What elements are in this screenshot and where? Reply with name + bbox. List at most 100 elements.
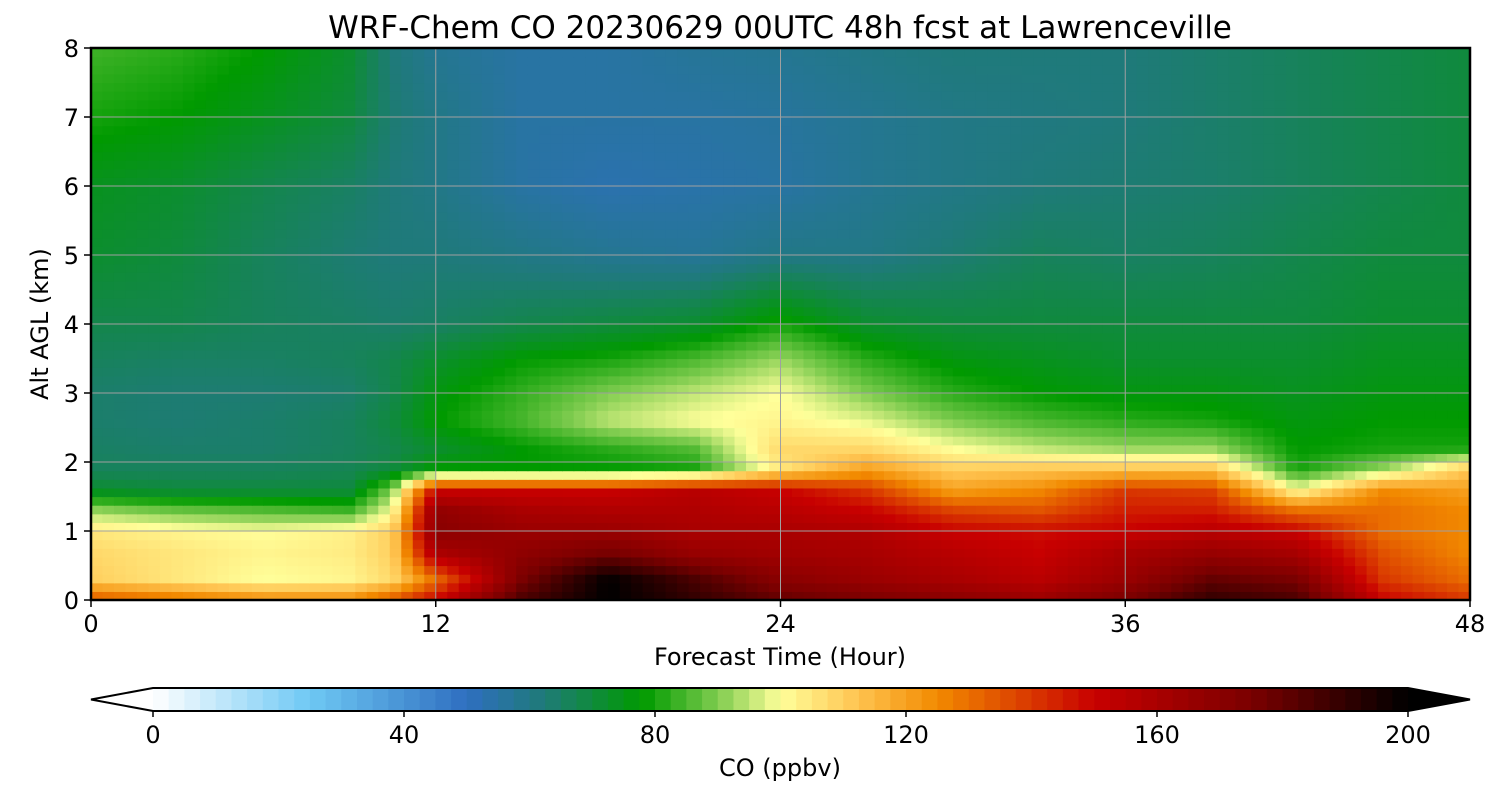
heatmap-cell	[447, 487, 460, 498]
heatmap-cell	[366, 272, 379, 282]
heatmap-cell	[424, 505, 437, 515]
heatmap-cell	[596, 531, 609, 541]
heatmap-cell	[734, 298, 747, 308]
heatmap-cell	[136, 393, 150, 403]
heatmap-cell	[286, 531, 299, 541]
heatmap-cell	[1309, 513, 1322, 523]
heatmap-cell	[860, 375, 874, 385]
heatmap-cell	[883, 531, 897, 541]
heatmap-cell	[481, 453, 494, 463]
heatmap-cell	[1205, 367, 1218, 377]
heatmap-cell	[1424, 280, 1437, 291]
heatmap-cell	[217, 306, 230, 316]
heatmap-cell	[688, 289, 701, 299]
heatmap-cell	[1021, 375, 1034, 385]
heatmap-cell	[309, 272, 322, 282]
heatmap-cell	[1366, 255, 1379, 265]
heatmap-cell	[412, 513, 425, 523]
heatmap-cell	[493, 522, 506, 532]
heatmap-cell	[883, 263, 897, 273]
heatmap-cell	[470, 574, 483, 584]
heatmap-cell	[872, 375, 885, 385]
heatmap-cell	[1424, 556, 1437, 567]
heatmap-cell	[1021, 436, 1034, 446]
heatmap-cell	[665, 436, 678, 446]
heatmap-cell	[1113, 487, 1126, 498]
heatmap-cell	[1458, 496, 1470, 506]
heatmap-cell	[688, 505, 701, 515]
heatmap-cell	[700, 246, 713, 256]
heatmap-cell	[1090, 444, 1103, 454]
heatmap-cell	[274, 324, 287, 334]
heatmap-cell	[1056, 582, 1069, 592]
heatmap-cell	[1435, 341, 1448, 351]
heatmap-cell	[918, 349, 931, 360]
heatmap-cell	[1366, 556, 1379, 567]
heatmap-cell	[91, 384, 104, 394]
heatmap-cell	[1240, 539, 1253, 549]
heatmap-cell	[481, 444, 494, 454]
heatmap-cell	[1125, 341, 1138, 351]
heatmap-cell	[297, 341, 310, 351]
heatmap-cell	[274, 444, 287, 454]
heatmap-cell	[895, 582, 908, 592]
heatmap-cell	[619, 401, 632, 411]
heatmap-cell	[1205, 324, 1218, 334]
heatmap-cell	[998, 591, 1011, 600]
heatmap-cell	[780, 280, 793, 291]
heatmap-cell	[516, 306, 529, 316]
heatmap-cell	[1447, 496, 1460, 506]
heatmap-cell	[366, 358, 379, 368]
heatmap-cell	[1090, 358, 1103, 368]
heatmap-cell	[470, 470, 483, 480]
heatmap-cell	[458, 298, 471, 308]
heatmap-cell	[1194, 574, 1207, 584]
heatmap-cell	[148, 531, 161, 541]
heatmap-cell	[401, 444, 414, 454]
heatmap-cell	[481, 358, 494, 368]
heatmap-cell	[1159, 556, 1172, 567]
heatmap-cell	[148, 574, 161, 584]
heatmap-cell	[895, 496, 908, 506]
heatmap-cell	[1366, 470, 1379, 480]
heatmap-cell	[1309, 574, 1322, 584]
heatmap-cell	[642, 367, 655, 377]
heatmap-cell	[1182, 280, 1195, 291]
heatmap-cell	[1171, 470, 1184, 480]
heatmap-cell	[619, 324, 632, 334]
heatmap-cell	[1194, 418, 1207, 429]
heatmap-cell	[297, 315, 310, 325]
heatmap-cell	[1171, 384, 1184, 394]
heatmap-cell	[769, 462, 782, 472]
heatmap-cell	[883, 513, 897, 523]
heatmap-cell	[814, 531, 828, 541]
heatmap-cell	[102, 237, 115, 247]
heatmap-cell	[929, 375, 942, 385]
heatmap-cell	[1309, 324, 1322, 334]
heatmap-cell	[125, 444, 138, 454]
heatmap-cell	[734, 341, 747, 351]
heatmap-cell	[803, 470, 816, 480]
heatmap-cell	[343, 436, 356, 446]
heatmap-cell	[539, 556, 552, 567]
heatmap-cell	[1412, 462, 1425, 472]
heatmap-cell	[631, 306, 644, 316]
heatmap-cell	[1286, 341, 1299, 351]
heatmap-cell	[1274, 263, 1287, 273]
heatmap-cell	[872, 246, 885, 256]
heatmap-cell	[608, 410, 621, 420]
heatmap-cell	[1274, 479, 1287, 489]
heatmap-cell	[608, 349, 621, 360]
heatmap-cell	[424, 298, 437, 308]
heatmap-cell	[125, 324, 138, 334]
heatmap-cell	[1401, 531, 1414, 541]
heatmap-cell	[723, 341, 736, 351]
heatmap-cell	[803, 427, 816, 437]
heatmap-cell	[860, 453, 874, 463]
heatmap-cell	[1424, 332, 1437, 342]
heatmap-cell	[1332, 470, 1345, 480]
heatmap-cell	[826, 246, 839, 256]
heatmap-cell	[1217, 462, 1230, 472]
heatmap-cell	[493, 565, 506, 575]
heatmap-cell	[849, 255, 862, 265]
